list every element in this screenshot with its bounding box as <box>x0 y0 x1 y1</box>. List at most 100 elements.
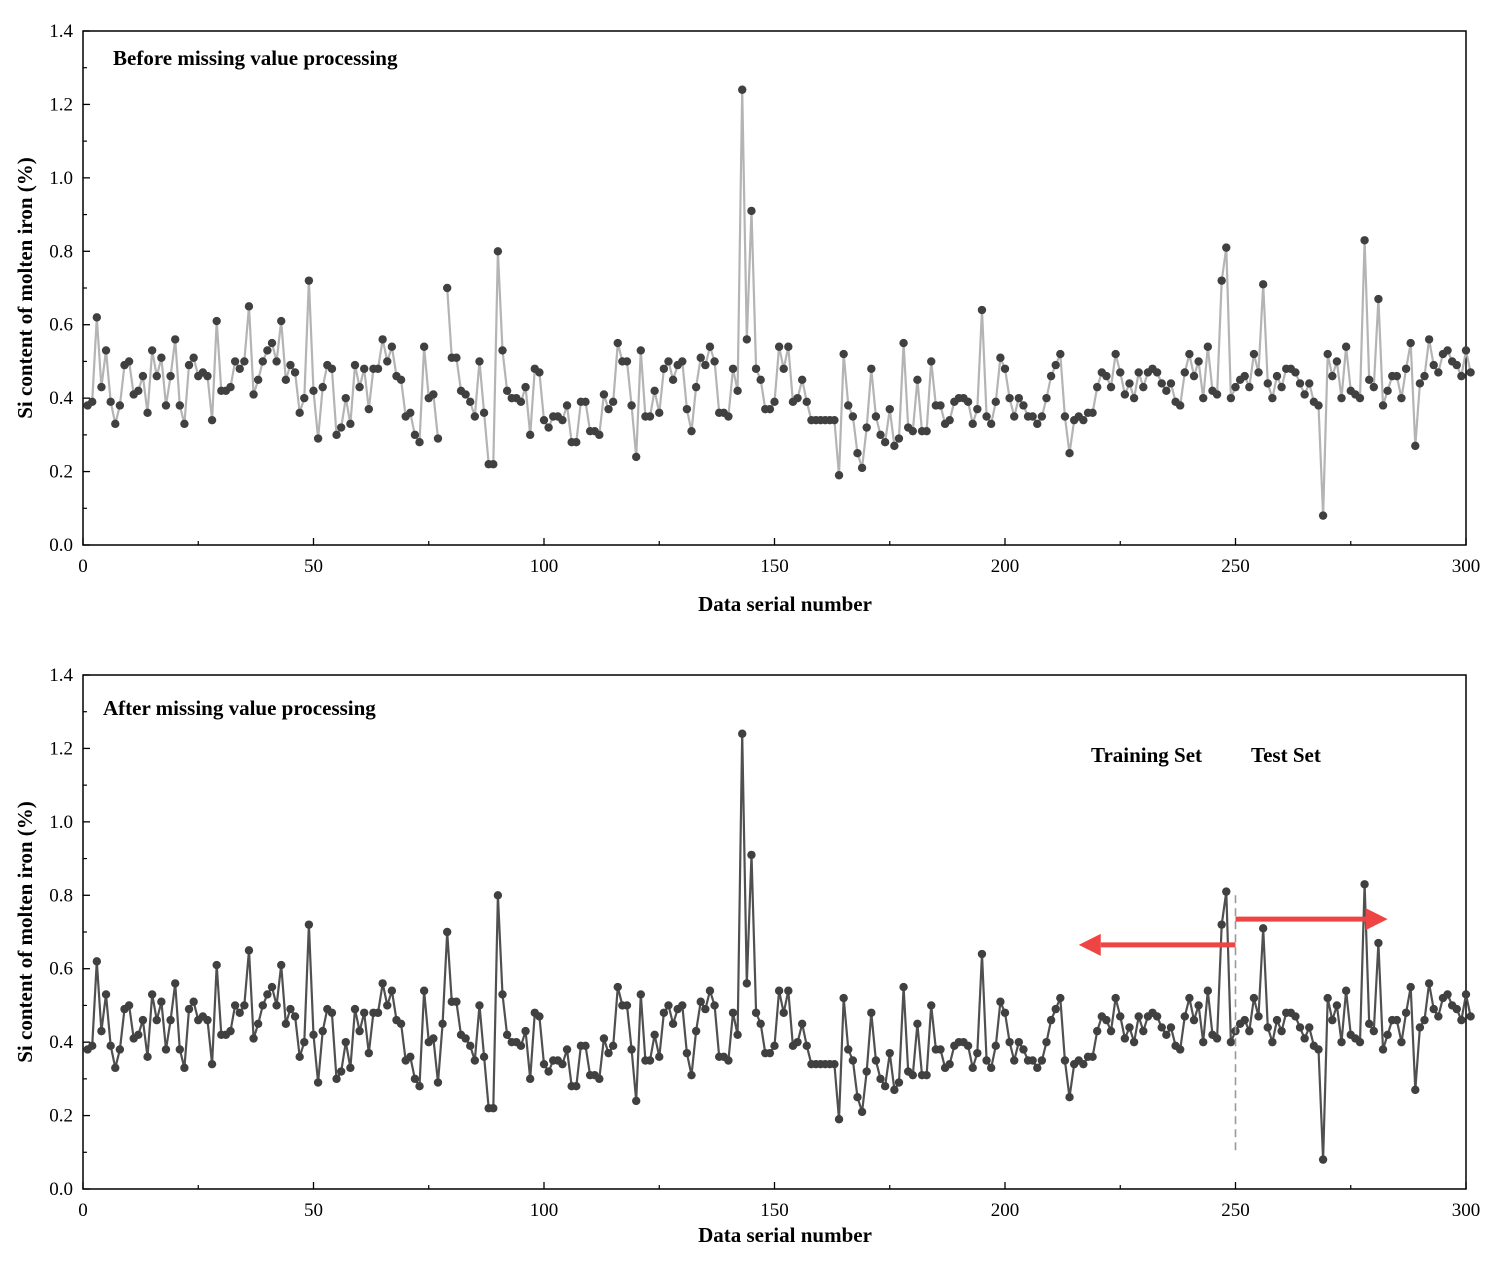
data-point <box>645 1056 655 1065</box>
data-point <box>1014 393 1024 403</box>
data-point <box>604 404 613 414</box>
data-point <box>650 1030 659 1040</box>
y-tick-label: 1.2 <box>49 738 73 759</box>
data-point <box>419 986 429 995</box>
x-tick-label: 50 <box>304 1200 323 1221</box>
data-point <box>678 1001 687 1010</box>
data-point <box>899 982 908 992</box>
data-point <box>963 397 973 407</box>
data-point <box>1116 368 1125 377</box>
data-point <box>429 1034 438 1043</box>
data-point <box>844 401 853 410</box>
data-point <box>180 1063 189 1073</box>
data-point <box>272 357 281 366</box>
data-point <box>996 353 1005 362</box>
y-tick-label: 0.0 <box>49 1179 73 1200</box>
data-point <box>1300 390 1309 399</box>
data-point <box>309 1030 318 1040</box>
data-point <box>1332 1001 1342 1010</box>
data-point <box>1461 990 1471 999</box>
data-point <box>1199 1037 1208 1047</box>
data-point <box>1291 1012 1300 1021</box>
data-point <box>249 1034 258 1043</box>
y-axis-title-after: Si content of molten iron (%) <box>13 801 37 1063</box>
data-point <box>1314 401 1323 410</box>
data-point <box>203 371 212 381</box>
data-point <box>982 1056 991 1065</box>
data-point <box>350 360 360 370</box>
data-point <box>1295 379 1305 388</box>
data-point <box>1125 1023 1134 1032</box>
y-tick-label: 0.4 <box>49 1032 73 1053</box>
data-point <box>1401 364 1411 373</box>
data-point <box>1139 1026 1148 1036</box>
data-point <box>1005 1037 1014 1047</box>
data-point <box>277 960 286 970</box>
y-tick-label: 0.6 <box>49 315 73 336</box>
data-point <box>848 412 858 421</box>
data-point <box>996 997 1005 1006</box>
data-point <box>88 397 97 407</box>
data-point <box>1134 1012 1143 1021</box>
data-point <box>701 360 710 370</box>
data-point <box>770 1041 779 1051</box>
y-tick-label: 1.2 <box>49 94 73 115</box>
data-point <box>1014 1037 1024 1047</box>
data-point <box>360 1008 369 1017</box>
data-point <box>682 404 692 414</box>
data-point <box>558 415 567 425</box>
y-tick-label: 0.2 <box>49 1106 73 1127</box>
data-point <box>1019 1045 1028 1054</box>
data-point <box>738 729 747 738</box>
data-point <box>475 1001 484 1010</box>
data-point <box>1277 1026 1286 1036</box>
data-point <box>927 1001 936 1010</box>
data-point <box>1139 382 1148 392</box>
data-point <box>1268 393 1277 403</box>
data-point <box>479 408 489 418</box>
data-point <box>908 1070 917 1080</box>
data-point <box>857 1107 867 1117</box>
data-point <box>710 1001 719 1010</box>
data-point <box>203 1015 212 1025</box>
data-point <box>189 353 198 362</box>
data-point <box>1175 1045 1185 1054</box>
data-point <box>318 1026 327 1036</box>
data-point <box>1037 412 1047 421</box>
data-point <box>1406 982 1415 992</box>
data-point <box>244 946 254 955</box>
data-point <box>853 1093 862 1102</box>
panel-before: 0.0 0.2 0.4 0.6 0.8 1.0 1.2 1.4 0 50 100 150 200 250… <box>13 21 1480 616</box>
data-point <box>1378 1045 1388 1054</box>
data-point <box>1194 357 1203 366</box>
data-point <box>834 471 844 480</box>
data-point <box>281 1019 291 1028</box>
data-point <box>180 419 189 429</box>
data-point <box>272 1001 281 1010</box>
x-tick-label: 200 <box>991 556 1020 577</box>
data-point <box>1152 1012 1162 1021</box>
x-axis-after: 0 50 100 150 200 250 300 <box>78 1182 1480 1221</box>
data-point <box>1010 412 1019 421</box>
data-point <box>1420 371 1429 381</box>
data-point <box>1415 379 1425 388</box>
data-point <box>1189 371 1199 381</box>
data-point <box>290 1012 300 1021</box>
data-point <box>890 441 899 451</box>
data-point <box>415 1082 424 1091</box>
data-point <box>968 1063 977 1073</box>
data-point <box>1129 1037 1139 1047</box>
data-point <box>562 401 572 410</box>
data-point <box>747 850 756 860</box>
data-point <box>1203 342 1213 351</box>
data-point <box>747 206 756 216</box>
data-point <box>1374 294 1383 304</box>
data-point <box>1466 368 1475 377</box>
data-point <box>341 1037 350 1047</box>
data-point <box>452 353 461 362</box>
data-point <box>88 1041 97 1051</box>
series-after <box>83 729 1475 1164</box>
data-point <box>1300 1034 1309 1043</box>
data-point <box>1212 1034 1222 1043</box>
data-point <box>1263 379 1272 388</box>
